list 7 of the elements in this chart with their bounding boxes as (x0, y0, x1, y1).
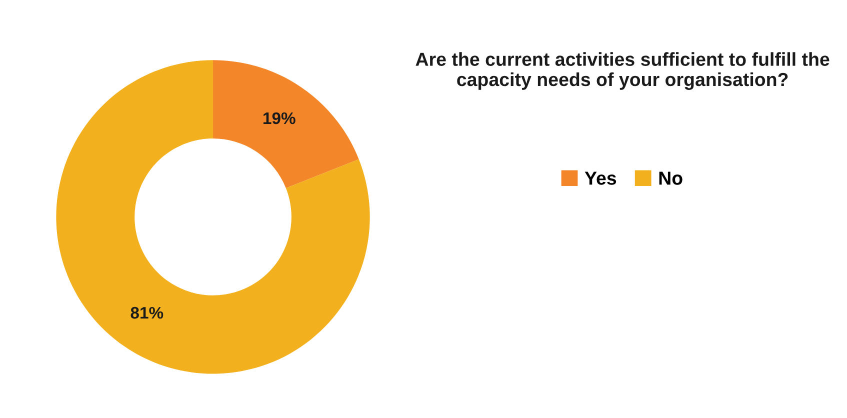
chart-title: Are the current activities sufficient to fulfill the capacity needs of your organisation? (416, 52, 830, 90)
data-label: 81% (130, 306, 164, 319)
legend-label: Yes (584, 172, 616, 185)
donut-slice (56, 60, 370, 374)
legend-label: No (659, 172, 682, 185)
donut-slice (213, 60, 359, 188)
data-label: 19% (264, 112, 296, 124)
